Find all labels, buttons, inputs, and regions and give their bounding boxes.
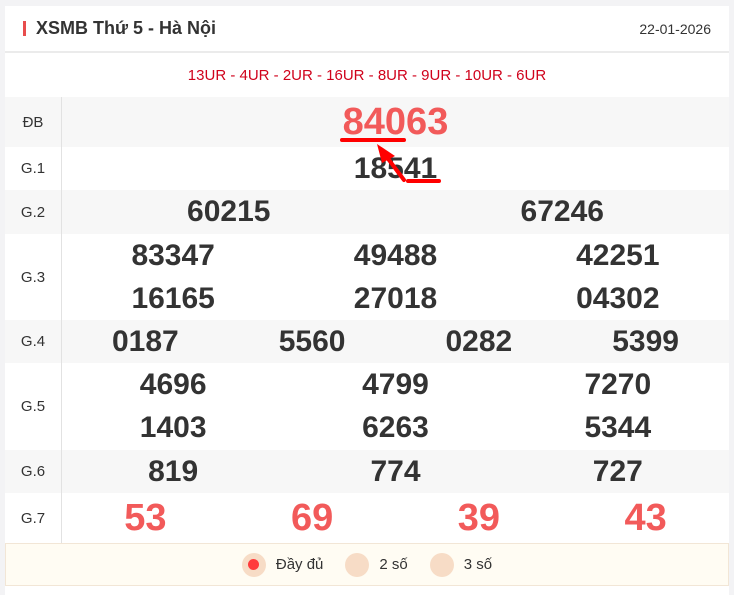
filter-3-digits[interactable]: 3 số bbox=[429, 552, 493, 577]
prize-row: G.5 4696 4799 7270 1403 6263 5344 bbox=[5, 363, 729, 450]
radio-icon[interactable] bbox=[345, 552, 370, 577]
filter-label: 2 số bbox=[379, 556, 408, 573]
special-codes: 13UR - 4UR - 2UR - 16UR - 8UR - 9UR - 10… bbox=[187, 66, 547, 84]
prize-row: G.6 819 774 727 bbox=[5, 450, 729, 493]
result-card: XSMB Thứ 5 - Hà Nội 22-01-2026 13UR - 4U… bbox=[5, 6, 729, 595]
prize-number: 43 bbox=[624, 496, 667, 539]
prize-number: 69 bbox=[290, 496, 334, 539]
prize-number: 6263 bbox=[362, 411, 429, 444]
prize-number: 84063 bbox=[342, 100, 449, 143]
prize-number: 5399 bbox=[612, 324, 679, 358]
draw-date: 22-01-2026 bbox=[639, 20, 711, 37]
prize-number: 0187 bbox=[112, 324, 179, 358]
prize-number: 18541 bbox=[353, 151, 438, 185]
prize-number: 42251 bbox=[576, 238, 660, 272]
prize-number: 774 bbox=[370, 454, 421, 488]
prize-row: ĐB 84063 bbox=[5, 97, 729, 147]
prize-label: G.5 bbox=[5, 363, 62, 450]
prize-number: 83347 bbox=[131, 238, 215, 272]
prize-label: G.2 bbox=[5, 190, 62, 234]
prize-row: G.2 60215 67246 bbox=[5, 190, 729, 234]
prize-label: G.1 bbox=[5, 147, 62, 190]
prize-row: G.3 83347 49488 42251 16165 27018 04302 bbox=[5, 234, 729, 320]
prize-number: 727 bbox=[592, 454, 643, 488]
prize-label: G.7 bbox=[5, 493, 62, 543]
prize-number: 27018 bbox=[353, 281, 438, 315]
prize-number: 819 bbox=[148, 454, 199, 488]
filter-label: 3 số bbox=[463, 556, 493, 573]
prize-number: 16165 bbox=[131, 281, 215, 315]
results-table: ĐB 84063 G.1 18541 G.2 60215 67246 G.3 83347 4948… bbox=[5, 97, 729, 543]
prize-number: 5560 bbox=[278, 324, 346, 358]
display-filter: Đầy đủ 2 số 3 số bbox=[5, 543, 729, 586]
prize-row: G.1 18541 bbox=[5, 147, 729, 190]
prize-number: 04302 bbox=[576, 281, 660, 315]
prize-number: 49488 bbox=[353, 238, 438, 272]
prize-number: 53 bbox=[124, 496, 167, 539]
prize-number: 4799 bbox=[362, 368, 429, 401]
prize-row: G.7 53 69 39 43 bbox=[5, 493, 729, 543]
filter-2-digits[interactable]: 2 số bbox=[345, 552, 408, 577]
prize-number: 5344 bbox=[584, 411, 652, 444]
prize-label: G.6 bbox=[5, 450, 62, 493]
prize-label: G.4 bbox=[5, 320, 62, 363]
prize-number: 60215 bbox=[187, 195, 271, 228]
prize-number: 39 bbox=[457, 496, 501, 539]
card-header: XSMB Thứ 5 - Hà Nội 22-01-2026 bbox=[5, 6, 729, 53]
prize-number: 4696 bbox=[139, 368, 207, 401]
filter-full[interactable]: Đầy đủ bbox=[241, 552, 324, 577]
prize-number: 67246 bbox=[520, 195, 604, 228]
filter-label: Đầy đủ bbox=[275, 556, 324, 573]
page-title: XSMB Thứ 5 - Hà Nội bbox=[36, 18, 217, 38]
prize-number: 1403 bbox=[139, 411, 207, 444]
accent-bar bbox=[23, 21, 26, 36]
prize-row: G.4 0187 5560 0282 5399 bbox=[5, 320, 729, 363]
radio-icon[interactable] bbox=[241, 552, 266, 577]
prize-label: ĐB bbox=[5, 97, 62, 147]
radio-icon[interactable] bbox=[429, 552, 454, 577]
prize-label: G.3 bbox=[5, 234, 62, 320]
prize-number: 0282 bbox=[445, 324, 513, 358]
prize-number: 7270 bbox=[584, 368, 652, 401]
